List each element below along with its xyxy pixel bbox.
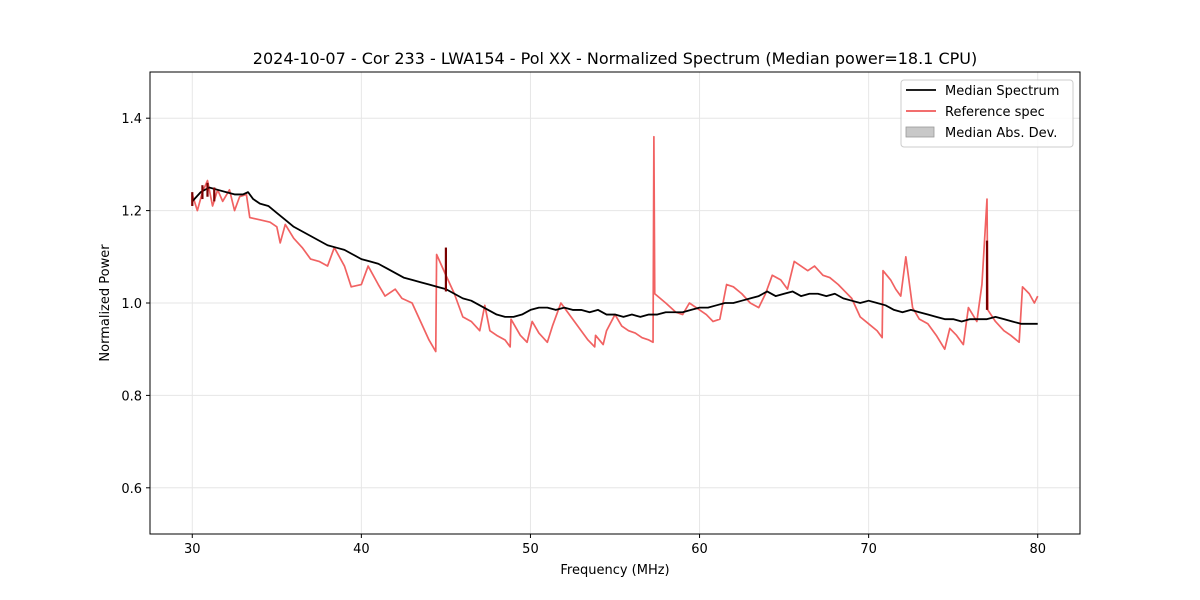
x-tick-label: 40 <box>353 542 370 557</box>
x-tick-label: 80 <box>1029 542 1046 557</box>
legend-label-reference: Reference spec <box>945 105 1045 120</box>
y-tick-label: 1.0 <box>121 297 142 312</box>
legend-label-median: Median Spectrum <box>945 84 1059 99</box>
y-tick-label: 0.8 <box>121 389 142 404</box>
x-axis-label: Frequency (MHz) <box>560 563 669 578</box>
x-tick-label: 60 <box>691 542 708 557</box>
x-tick-label: 50 <box>522 542 539 557</box>
median-spectrum-line <box>191 186 1038 325</box>
y-axis-label: Normalized Power <box>98 244 113 362</box>
legend-label-mad: Median Abs. Dev. <box>945 126 1057 141</box>
legend-box <box>900 79 1074 148</box>
x-tick-label: 70 <box>860 542 877 557</box>
chart-title: 2024-10-07 - Cor 233 - LWA154 - Pol XX -… <box>253 49 977 68</box>
plot-frame <box>149 71 1081 535</box>
legend-mad-swatch <box>905 126 935 138</box>
axis-layer: 30 40 50 60 70 80 0.6 0.8 1.0 1.2 1.4 <box>121 112 1046 557</box>
y-tick-label: 0.6 <box>121 482 142 497</box>
y-tick-label: 1.4 <box>121 112 142 127</box>
y-tick-label: 1.2 <box>121 205 142 220</box>
x-tick-label: 30 <box>184 542 201 557</box>
reference-spec-line <box>191 135 1039 353</box>
data-layer <box>191 135 1039 353</box>
legend: Median Spectrum Reference spec Median Ab… <box>900 79 1074 148</box>
